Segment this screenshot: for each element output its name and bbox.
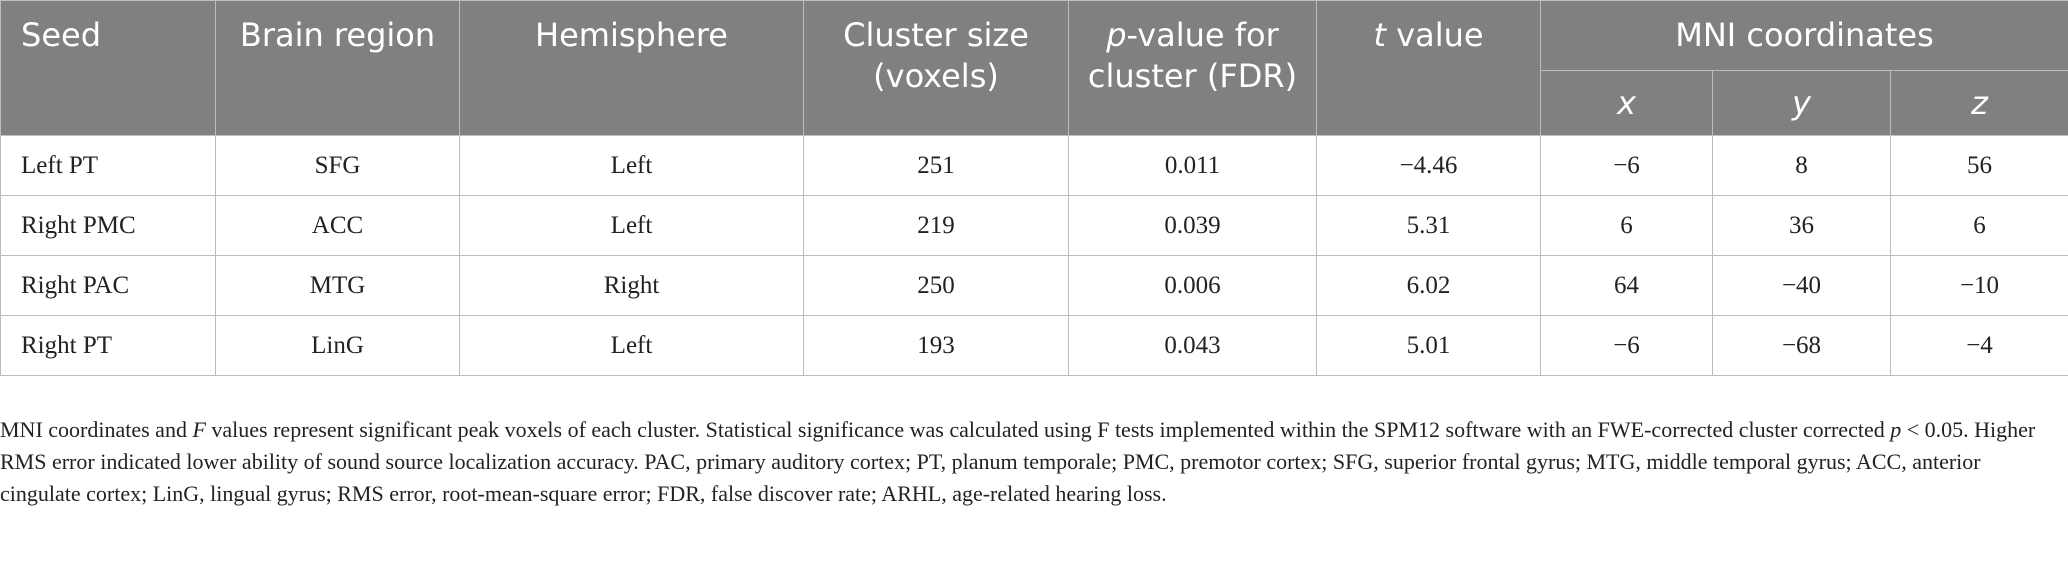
- footnote-part1: MNI coordinates and: [0, 417, 193, 442]
- footnote-part3: < 0.05. Higher RMS error indicated lower…: [0, 417, 2041, 506]
- cell-size: 219: [803, 195, 1069, 256]
- cell-x: 6: [1540, 195, 1713, 256]
- cell-region: SFG: [215, 135, 460, 196]
- table-row: Right PAC MTG Right 250 0.006 6.02 64 −4…: [0, 255, 2068, 316]
- cell-t: 6.02: [1316, 255, 1541, 316]
- cell-size: 193: [803, 315, 1069, 376]
- header-seed: Seed: [0, 0, 216, 136]
- header-z: z: [1889, 70, 2068, 136]
- cell-x: −6: [1540, 135, 1713, 196]
- cell-t: 5.01: [1316, 315, 1541, 376]
- table-body: Left PT SFG Left 251 0.011 −4.46 −6 8 56…: [0, 135, 2068, 376]
- cell-seed: Right PMC: [0, 195, 216, 256]
- cell-y: 36: [1712, 195, 1891, 256]
- header-brain-region: Brain region: [215, 0, 460, 136]
- header-subrow: x y z: [1, 70, 2068, 136]
- cell-region: LinG: [215, 315, 460, 376]
- cell-seed: Right PT: [0, 315, 216, 376]
- cell-z: 6: [1889, 195, 2068, 256]
- cell-size: 251: [803, 135, 1069, 196]
- cell-p: 0.043: [1068, 315, 1317, 376]
- footnote-p-italic: p: [1890, 417, 1902, 442]
- header-mni-coordinates: MNI coordinates: [1539, 0, 2068, 71]
- footnote-f-italic: F: [192, 417, 206, 442]
- results-table: Seed Brain region Hemisphere Cluster siz…: [0, 0, 2068, 376]
- cell-y: −40: [1712, 255, 1891, 316]
- cell-x: −6: [1540, 315, 1713, 376]
- header-p-value: p-value for cluster (FDR): [1068, 0, 1317, 136]
- header-y: y: [1712, 70, 1891, 136]
- cell-region: ACC: [215, 195, 460, 256]
- cell-z: −4: [1889, 315, 2068, 376]
- cell-p: 0.006: [1068, 255, 1317, 316]
- header-hemisphere: Hemisphere: [459, 0, 804, 136]
- header-p-rest: -value for cluster (FDR): [1087, 16, 1298, 95]
- cell-t: −4.46: [1316, 135, 1541, 196]
- header-row: Seed Brain region Hemisphere Cluster siz…: [0, 0, 2068, 136]
- cell-hemisphere: Left: [459, 315, 804, 376]
- header-p-italic: p: [1106, 16, 1127, 54]
- cell-y: −68: [1712, 315, 1891, 376]
- cell-seed: Left PT: [0, 135, 216, 196]
- cell-hemisphere: Right: [459, 255, 804, 316]
- table-row: Left PT SFG Left 251 0.011 −4.46 −6 8 56: [0, 135, 2068, 196]
- cell-y: 8: [1712, 135, 1891, 196]
- cell-z: −10: [1889, 255, 2068, 316]
- cell-seed: Right PAC: [0, 255, 216, 316]
- cell-region: MTG: [215, 255, 460, 316]
- cell-p: 0.039: [1068, 195, 1317, 256]
- cell-x: 64: [1540, 255, 1713, 316]
- header-t-value: t value: [1316, 0, 1541, 136]
- cell-size: 250: [803, 255, 1069, 316]
- table-row: Right PT LinG Left 193 0.043 5.01 −6 −68…: [0, 315, 2068, 376]
- cell-hemisphere: Left: [459, 195, 804, 256]
- cell-hemisphere: Left: [459, 135, 804, 196]
- table-header: Seed Brain region Hemisphere Cluster siz…: [0, 0, 2068, 136]
- table-footnote: MNI coordinates and F values represent s…: [0, 414, 2040, 510]
- table-row: Right PMC ACC Left 219 0.039 5.31 6 36 6: [0, 195, 2068, 256]
- cell-z: 56: [1889, 135, 2068, 196]
- header-t-italic: t: [1373, 16, 1386, 54]
- footnote-part2: values represent significant peak voxels…: [205, 417, 1891, 442]
- header-x: x: [1540, 70, 1713, 136]
- header-cluster-size: Cluster size (voxels): [803, 0, 1069, 136]
- cell-p: 0.011: [1068, 135, 1317, 196]
- header-t-rest: value: [1385, 16, 1484, 54]
- cell-t: 5.31: [1316, 195, 1541, 256]
